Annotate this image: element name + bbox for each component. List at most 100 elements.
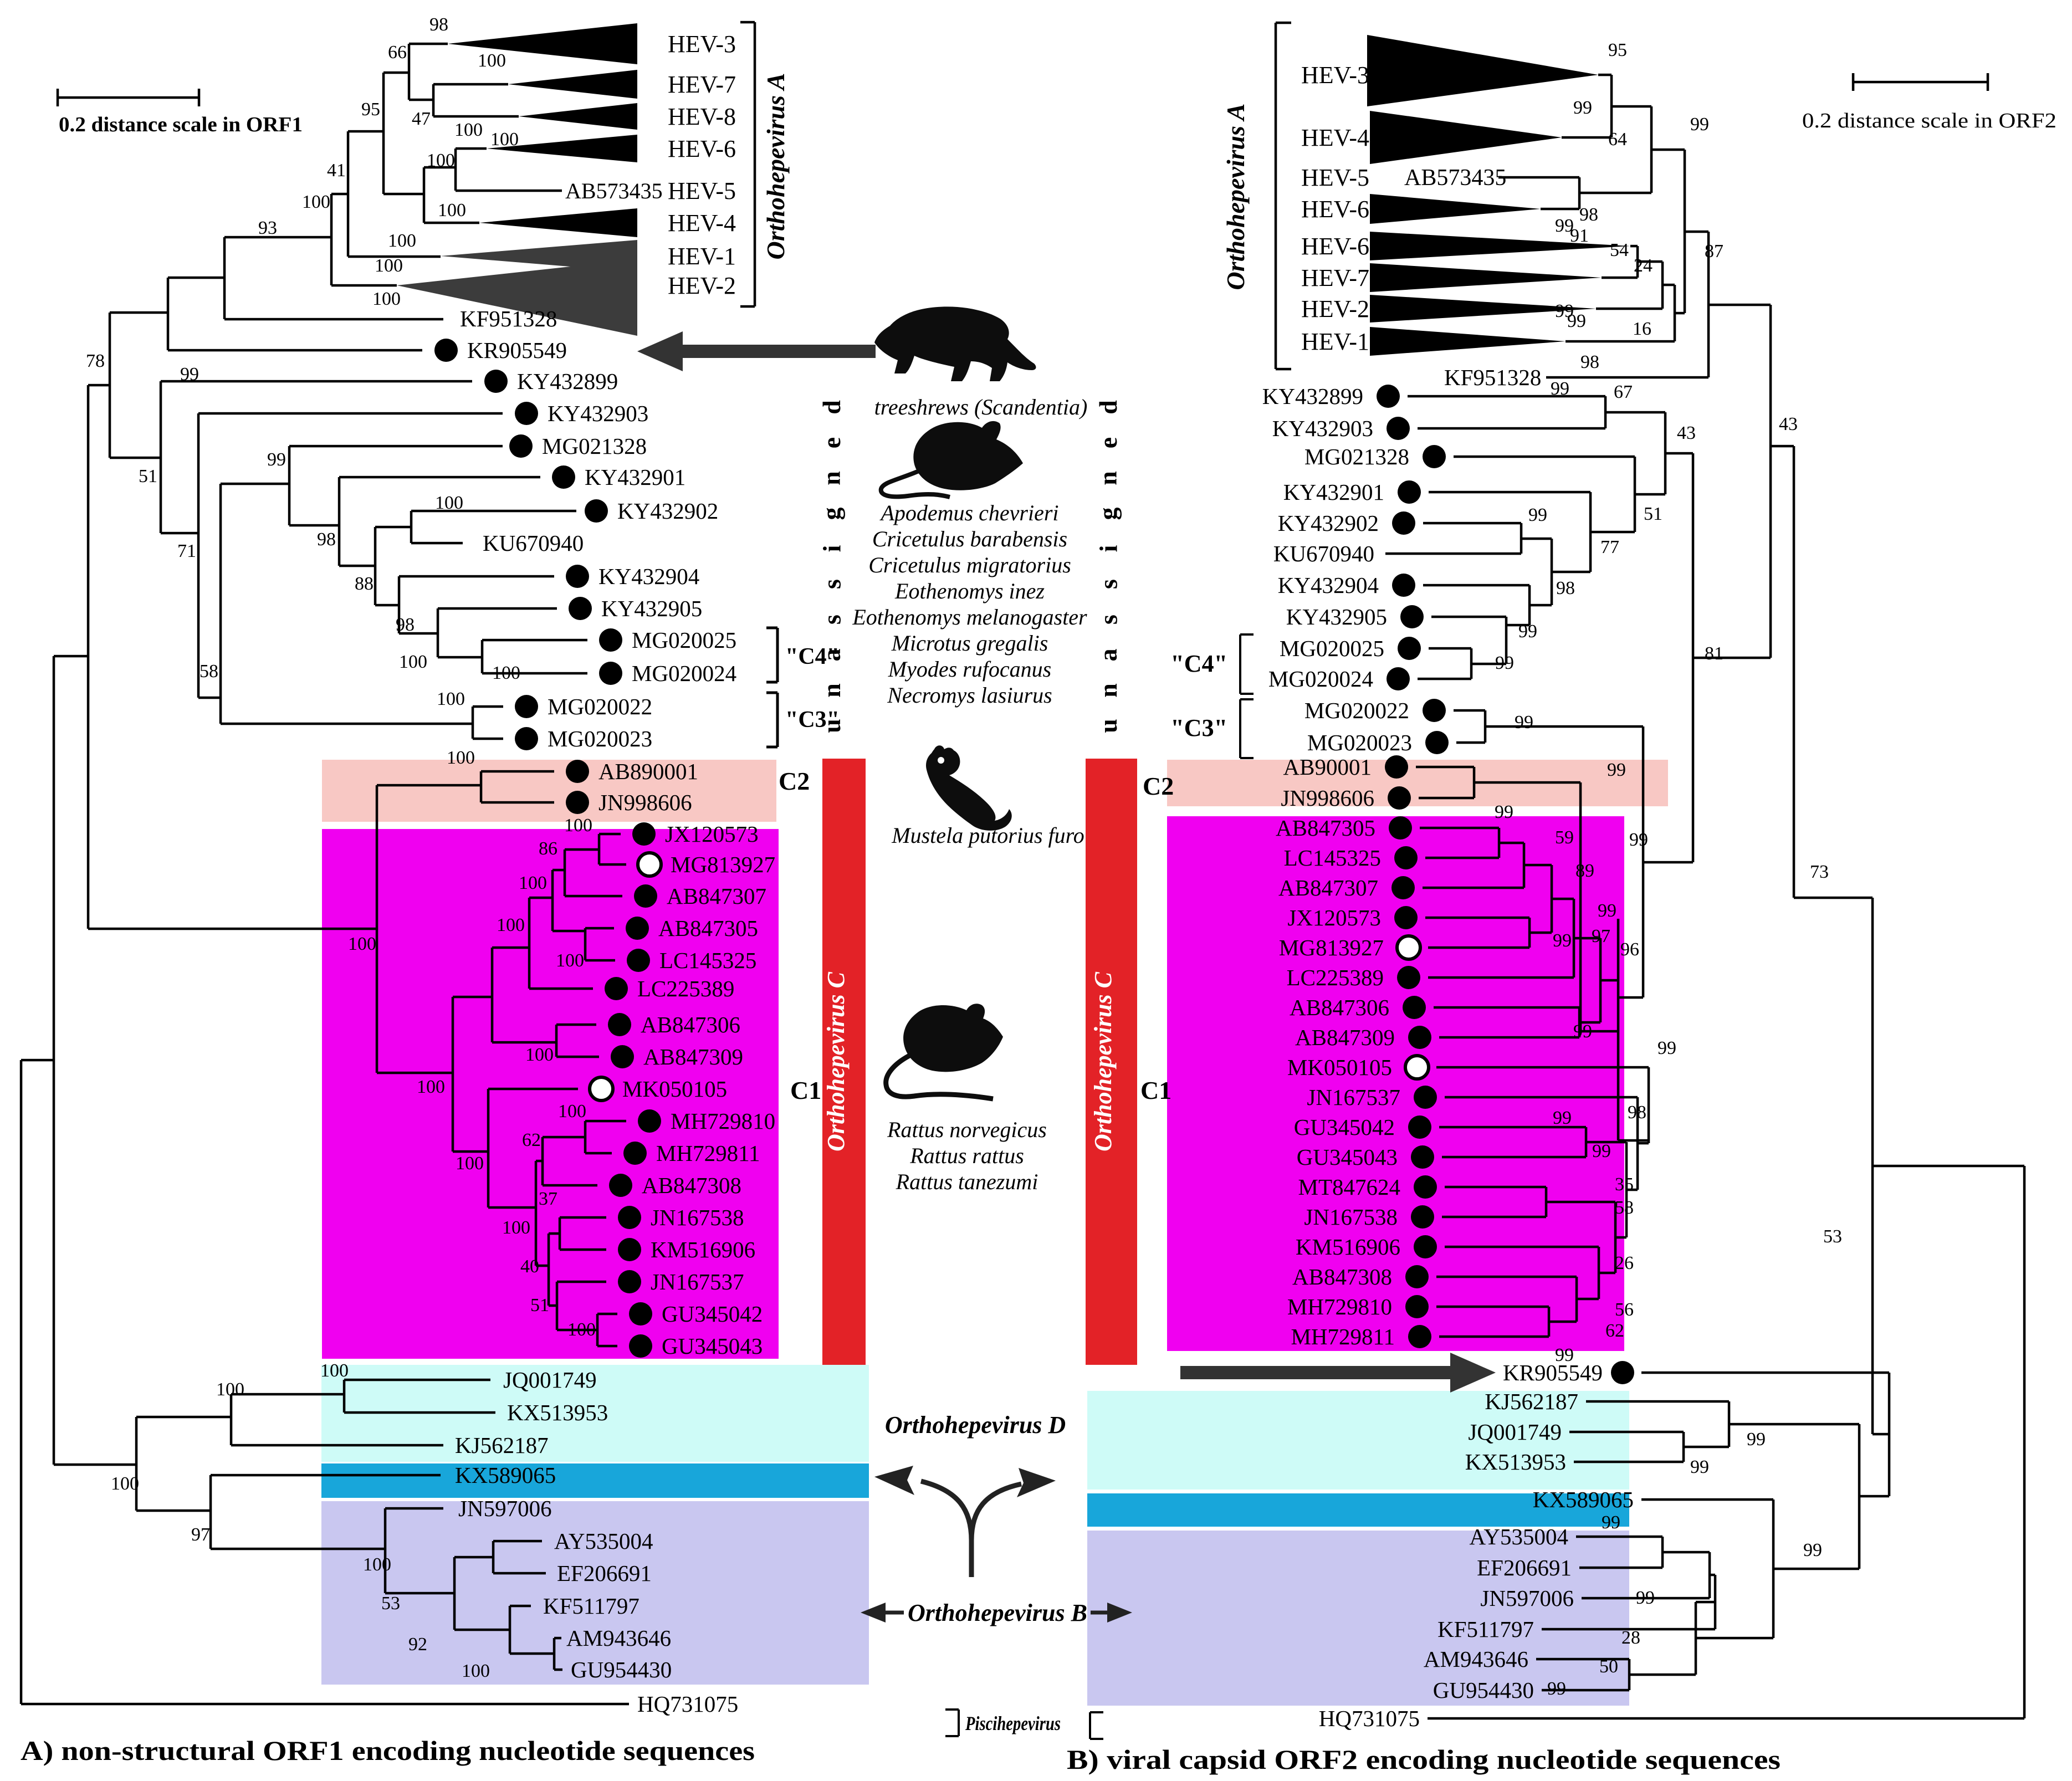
svg-text:77: 77: [1600, 537, 1619, 557]
svg-text:58: 58: [199, 661, 218, 682]
svg-text:"C4": "C4": [1170, 650, 1227, 677]
svg-text:Necromys lasiurus: Necromys lasiurus: [887, 683, 1052, 708]
svg-text:100: 100: [492, 663, 520, 683]
svg-text:92: 92: [408, 1634, 427, 1655]
svg-text:91: 91: [1570, 226, 1589, 246]
svg-text:99: 99: [1629, 830, 1648, 850]
svg-text:100: 100: [454, 120, 483, 140]
svg-text:97: 97: [191, 1524, 210, 1545]
svg-text:100: 100: [111, 1473, 139, 1494]
svg-text:54: 54: [1610, 240, 1629, 260]
svg-text:99: 99: [1547, 1678, 1566, 1699]
svg-text:MG020024: MG020024: [632, 661, 736, 686]
svg-text:AB847306: AB847306: [641, 1012, 740, 1037]
svg-text:AB890001: AB890001: [598, 759, 698, 784]
svg-text:GU345042: GU345042: [1294, 1114, 1395, 1140]
svg-text:KR905549: KR905549: [467, 337, 567, 363]
svg-text:KF951328: KF951328: [1444, 365, 1541, 390]
svg-text:99: 99: [1555, 1345, 1574, 1365]
svg-text:KX589065: KX589065: [455, 1462, 556, 1488]
svg-text:100: 100: [388, 231, 416, 251]
svg-text:66: 66: [388, 42, 407, 63]
svg-text:100: 100: [525, 1045, 554, 1065]
svg-text:99: 99: [1592, 1141, 1611, 1161]
svg-text:99: 99: [1567, 311, 1586, 331]
svg-text:100: 100: [556, 950, 584, 971]
svg-text:HEV-7: HEV-7: [668, 71, 736, 98]
svg-text:JN167537: JN167537: [1307, 1084, 1400, 1110]
svg-text:100: 100: [417, 1077, 445, 1097]
svg-text:HEV-6: HEV-6: [1301, 233, 1369, 260]
svg-text:AB847305: AB847305: [658, 915, 758, 941]
svg-text:AB847308: AB847308: [642, 1173, 741, 1198]
svg-text:JX120573: JX120573: [665, 821, 759, 847]
svg-text:96: 96: [1620, 939, 1639, 960]
svg-text:99: 99: [1553, 1108, 1572, 1128]
svg-text:MH729810: MH729810: [1287, 1294, 1392, 1319]
svg-text:62: 62: [1605, 1321, 1624, 1341]
svg-text:d: d: [817, 400, 846, 414]
svg-text:HEV-8: HEV-8: [668, 103, 736, 130]
svg-text:i: i: [1094, 545, 1123, 552]
svg-text:JQ001749: JQ001749: [1468, 1419, 1562, 1445]
svg-text:100: 100: [363, 1554, 391, 1575]
svg-text:100: 100: [567, 1319, 596, 1340]
svg-text:58: 58: [1615, 1197, 1634, 1218]
svg-text:43: 43: [1779, 414, 1798, 434]
svg-text:99: 99: [1803, 1540, 1822, 1560]
svg-text:KY432899: KY432899: [1262, 383, 1363, 409]
svg-text:KY432901: KY432901: [585, 464, 685, 490]
svg-text:99: 99: [1690, 114, 1709, 135]
svg-text:98: 98: [317, 529, 336, 550]
svg-text:MG020023: MG020023: [1307, 730, 1412, 755]
svg-text:51: 51: [139, 466, 157, 487]
svg-text:99: 99: [1555, 301, 1574, 321]
svg-text:100: 100: [438, 200, 466, 221]
svg-text:g: g: [1094, 508, 1122, 520]
svg-text:JN167537: JN167537: [651, 1269, 744, 1294]
svg-text:KJ562187: KJ562187: [1485, 1389, 1578, 1414]
svg-text:JX120573: JX120573: [1287, 905, 1381, 930]
svg-text:s: s: [1094, 579, 1122, 589]
svg-text:99: 99: [1518, 621, 1537, 642]
svg-text:KY432902: KY432902: [617, 498, 718, 524]
svg-text:s: s: [1094, 615, 1122, 625]
svg-text:i: i: [818, 545, 846, 552]
svg-text:AB847307: AB847307: [1278, 875, 1378, 900]
svg-text:JN998606: JN998606: [598, 790, 692, 815]
svg-text:99: 99: [1636, 1588, 1655, 1608]
svg-text:n: n: [1094, 683, 1122, 698]
svg-text:100: 100: [462, 1661, 490, 1681]
svg-text:EF206691: EF206691: [1477, 1555, 1572, 1580]
svg-text:HEV-5: HEV-5: [668, 177, 736, 204]
svg-text:e: e: [817, 437, 846, 448]
svg-text:s: s: [817, 615, 846, 625]
svg-text:Eothenomys inez: Eothenomys inez: [894, 579, 1045, 603]
svg-text:KU670940: KU670940: [1273, 541, 1374, 566]
svg-text:HEV-3: HEV-3: [668, 30, 736, 58]
svg-text:AB573435: AB573435: [1404, 165, 1506, 191]
svg-text:MG020025: MG020025: [632, 627, 736, 653]
svg-text:MG020022: MG020022: [1304, 698, 1409, 723]
svg-text:KY432903: KY432903: [548, 401, 648, 426]
svg-text:99: 99: [1553, 930, 1572, 951]
svg-text:100: 100: [519, 873, 547, 893]
svg-text:100: 100: [435, 493, 463, 513]
svg-text:AY535004: AY535004: [1470, 1524, 1568, 1549]
svg-text:JN998606: JN998606: [1281, 785, 1374, 811]
svg-text:s: s: [817, 579, 846, 589]
svg-text:HQ731075: HQ731075: [1319, 1706, 1420, 1731]
svg-text:"C3": "C3": [785, 707, 840, 733]
svg-text:LC145325: LC145325: [1284, 845, 1381, 871]
svg-text:LC145325: LC145325: [659, 948, 756, 973]
svg-text:u: u: [1094, 719, 1122, 733]
svg-text:HEV-2: HEV-2: [668, 272, 736, 299]
svg-text:87: 87: [1705, 241, 1723, 262]
svg-text:100: 100: [348, 934, 376, 954]
svg-text:71: 71: [177, 541, 196, 561]
svg-text:99: 99: [267, 449, 286, 470]
svg-text:a: a: [817, 649, 846, 662]
svg-text:41: 41: [327, 160, 346, 181]
svg-text:99: 99: [1515, 712, 1533, 733]
svg-text:Rattus rattus: Rattus rattus: [909, 1143, 1024, 1168]
